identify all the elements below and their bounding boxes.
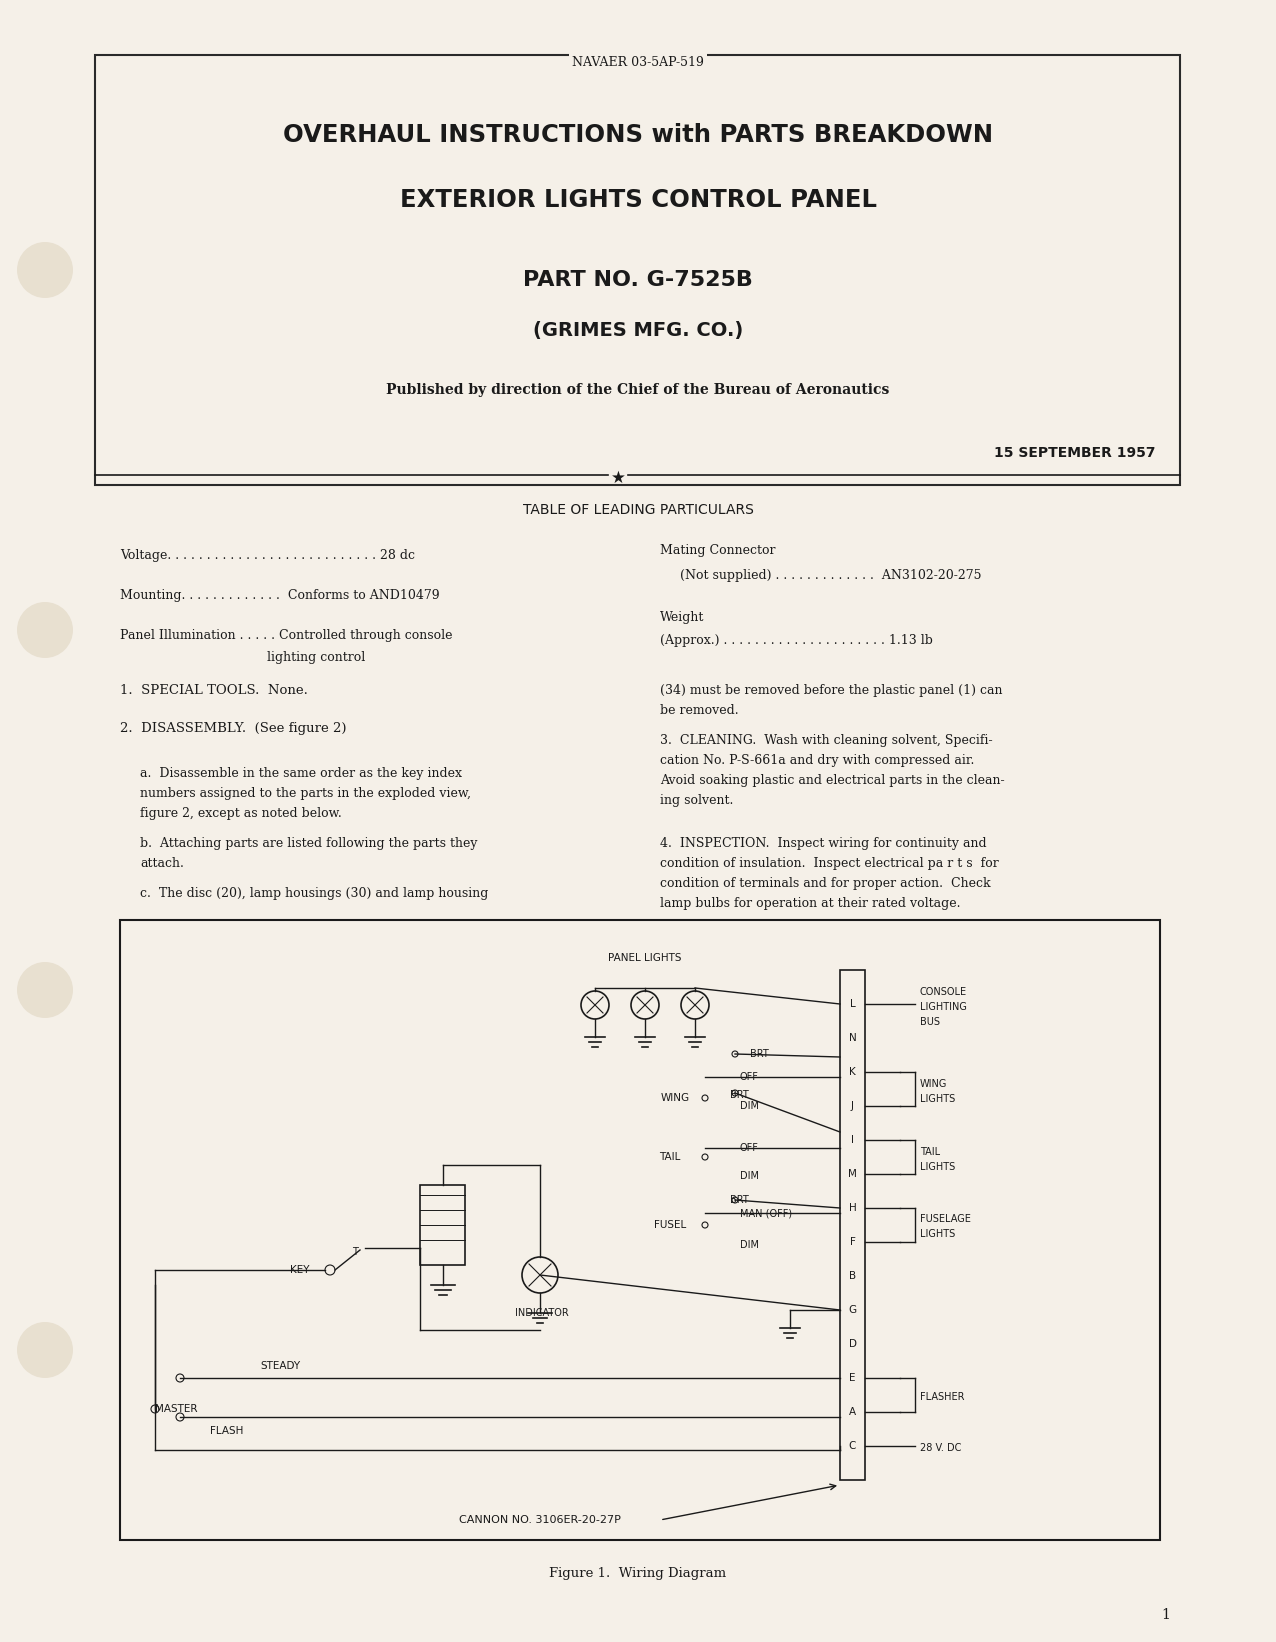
Text: DIM: DIM <box>740 1240 759 1250</box>
Text: D: D <box>849 1338 856 1350</box>
Text: Mounting. . . . . . . . . . . . .  Conforms to AND10479: Mounting. . . . . . . . . . . . . Confor… <box>120 588 440 601</box>
Text: lighting control: lighting control <box>267 650 365 663</box>
Text: condition of terminals and for proper action.  Check: condition of terminals and for proper ac… <box>660 877 990 890</box>
Text: be removed.: be removed. <box>660 703 739 716</box>
Text: ing solvent.: ing solvent. <box>660 793 734 806</box>
Circle shape <box>17 962 73 1018</box>
Text: ★: ★ <box>610 470 625 488</box>
Text: (GRIMES MFG. CO.): (GRIMES MFG. CO.) <box>533 320 743 340</box>
Text: Panel Illumination . . . . . Controlled through console: Panel Illumination . . . . . Controlled … <box>120 629 453 642</box>
Text: EXTERIOR LIGHTS CONTROL PANEL: EXTERIOR LIGHTS CONTROL PANEL <box>399 187 877 212</box>
Text: a.  Disassemble in the same order as the key index: a. Disassemble in the same order as the … <box>140 767 462 780</box>
Text: DIM: DIM <box>740 1171 759 1181</box>
Text: FLASH: FLASH <box>211 1425 244 1437</box>
Text: LIGHTS: LIGHTS <box>920 1163 956 1172</box>
Text: F: F <box>850 1236 855 1246</box>
Text: (34) must be removed before the plastic panel (1) can: (34) must be removed before the plastic … <box>660 683 1003 696</box>
Circle shape <box>17 1322 73 1378</box>
Text: MAN (OFF): MAN (OFF) <box>740 1209 792 1218</box>
Text: Published by direction of the Chief of the Bureau of Aeronautics: Published by direction of the Chief of t… <box>387 383 889 397</box>
Text: K: K <box>849 1067 856 1077</box>
Text: DIM: DIM <box>740 1102 759 1112</box>
Text: Weight: Weight <box>660 611 704 624</box>
Text: Mating Connector: Mating Connector <box>660 544 776 557</box>
Text: A: A <box>849 1407 856 1417</box>
Text: G: G <box>849 1305 856 1315</box>
Text: (Approx.) . . . . . . . . . . . . . . . . . . . . . 1.13 lb: (Approx.) . . . . . . . . . . . . . . . … <box>660 634 933 647</box>
Text: 1.  SPECIAL TOOLS.  None.: 1. SPECIAL TOOLS. None. <box>120 683 308 696</box>
Text: NAVAER 03-5AP-519: NAVAER 03-5AP-519 <box>572 56 704 69</box>
Text: condition of insulation.  Inspect electrical pa r t s  for: condition of insulation. Inspect electri… <box>660 857 999 870</box>
Text: INDICATOR: INDICATOR <box>516 1309 569 1319</box>
Text: 4.  INSPECTION.  Inspect wiring for continuity and: 4. INSPECTION. Inspect wiring for contin… <box>660 836 986 849</box>
Text: MASTER: MASTER <box>154 1404 198 1414</box>
Text: I: I <box>851 1135 854 1144</box>
Text: PANEL LIGHTS: PANEL LIGHTS <box>609 952 681 962</box>
Text: J: J <box>851 1102 854 1112</box>
Text: BRT: BRT <box>730 1195 749 1205</box>
Text: M: M <box>849 1169 857 1179</box>
Text: L: L <box>850 998 855 1008</box>
Text: TAIL: TAIL <box>660 1153 680 1163</box>
Text: LIGHTS: LIGHTS <box>920 1094 956 1103</box>
Text: 2.  DISASSEMBLY.  (See figure 2): 2. DISASSEMBLY. (See figure 2) <box>120 721 347 734</box>
Text: LIGHTING: LIGHTING <box>920 1002 967 1011</box>
Text: b.  Attaching parts are listed following the parts they: b. Attaching parts are listed following … <box>140 836 477 849</box>
Text: c.  The disc (20), lamp housings (30) and lamp housing: c. The disc (20), lamp housings (30) and… <box>140 887 489 900</box>
Text: OVERHAUL INSTRUCTIONS with PARTS BREAKDOWN: OVERHAUL INSTRUCTIONS with PARTS BREAKDO… <box>283 123 993 148</box>
Text: BRT: BRT <box>730 1090 749 1100</box>
Text: CANNON NO. 3106ER-20-27P: CANNON NO. 3106ER-20-27P <box>459 1516 621 1525</box>
Text: TAIL: TAIL <box>920 1148 940 1158</box>
Text: 28 V. DC: 28 V. DC <box>920 1443 961 1453</box>
Text: N: N <box>849 1033 856 1043</box>
Text: Voltage. . . . . . . . . . . . . . . . . . . . . . . . . . . 28 dc: Voltage. . . . . . . . . . . . . . . . .… <box>120 548 415 562</box>
Circle shape <box>17 603 73 658</box>
Text: FLASHER: FLASHER <box>920 1392 965 1402</box>
Circle shape <box>17 241 73 297</box>
Text: lamp bulbs for operation at their rated voltage.: lamp bulbs for operation at their rated … <box>660 897 961 910</box>
Text: Avoid soaking plastic and electrical parts in the clean-: Avoid soaking plastic and electrical par… <box>660 773 1004 787</box>
Text: cation No. P-S-661a and dry with compressed air.: cation No. P-S-661a and dry with compres… <box>660 754 975 767</box>
Text: BUS: BUS <box>920 1016 940 1026</box>
Text: PART NO. G-7525B: PART NO. G-7525B <box>523 269 753 291</box>
Text: FUSEL: FUSEL <box>653 1220 686 1230</box>
Text: STEADY: STEADY <box>260 1361 300 1371</box>
Text: numbers assigned to the parts in the exploded view,: numbers assigned to the parts in the exp… <box>140 787 471 800</box>
Text: FUSELAGE: FUSELAGE <box>920 1213 971 1223</box>
Text: WING: WING <box>920 1079 947 1089</box>
Text: LIGHTS: LIGHTS <box>920 1228 956 1240</box>
Text: C: C <box>849 1442 856 1452</box>
Text: OFF: OFF <box>740 1072 759 1082</box>
Text: Figure 1.  Wiring Diagram: Figure 1. Wiring Diagram <box>550 1566 726 1580</box>
Text: H: H <box>849 1204 856 1213</box>
Text: 15 SEPTEMBER 1957: 15 SEPTEMBER 1957 <box>994 447 1155 460</box>
Text: E: E <box>850 1373 856 1383</box>
Text: CONSOLE: CONSOLE <box>920 987 967 997</box>
Text: WING: WING <box>661 1094 689 1103</box>
Text: figure 2, except as noted below.: figure 2, except as noted below. <box>140 806 342 819</box>
Text: OFF: OFF <box>740 1143 759 1153</box>
Text: B: B <box>849 1271 856 1281</box>
Text: T: T <box>352 1246 359 1258</box>
Text: 1: 1 <box>1161 1608 1170 1622</box>
Text: 3.  CLEANING.  Wash with cleaning solvent, Specifi-: 3. CLEANING. Wash with cleaning solvent,… <box>660 734 993 747</box>
Text: BRT: BRT <box>750 1049 768 1059</box>
Text: TABLE OF LEADING PARTICULARS: TABLE OF LEADING PARTICULARS <box>523 502 753 517</box>
Text: attach.: attach. <box>140 857 184 870</box>
Text: KEY: KEY <box>290 1264 310 1274</box>
Text: (Not supplied) . . . . . . . . . . . . .  AN3102-20-275: (Not supplied) . . . . . . . . . . . . .… <box>680 568 981 581</box>
